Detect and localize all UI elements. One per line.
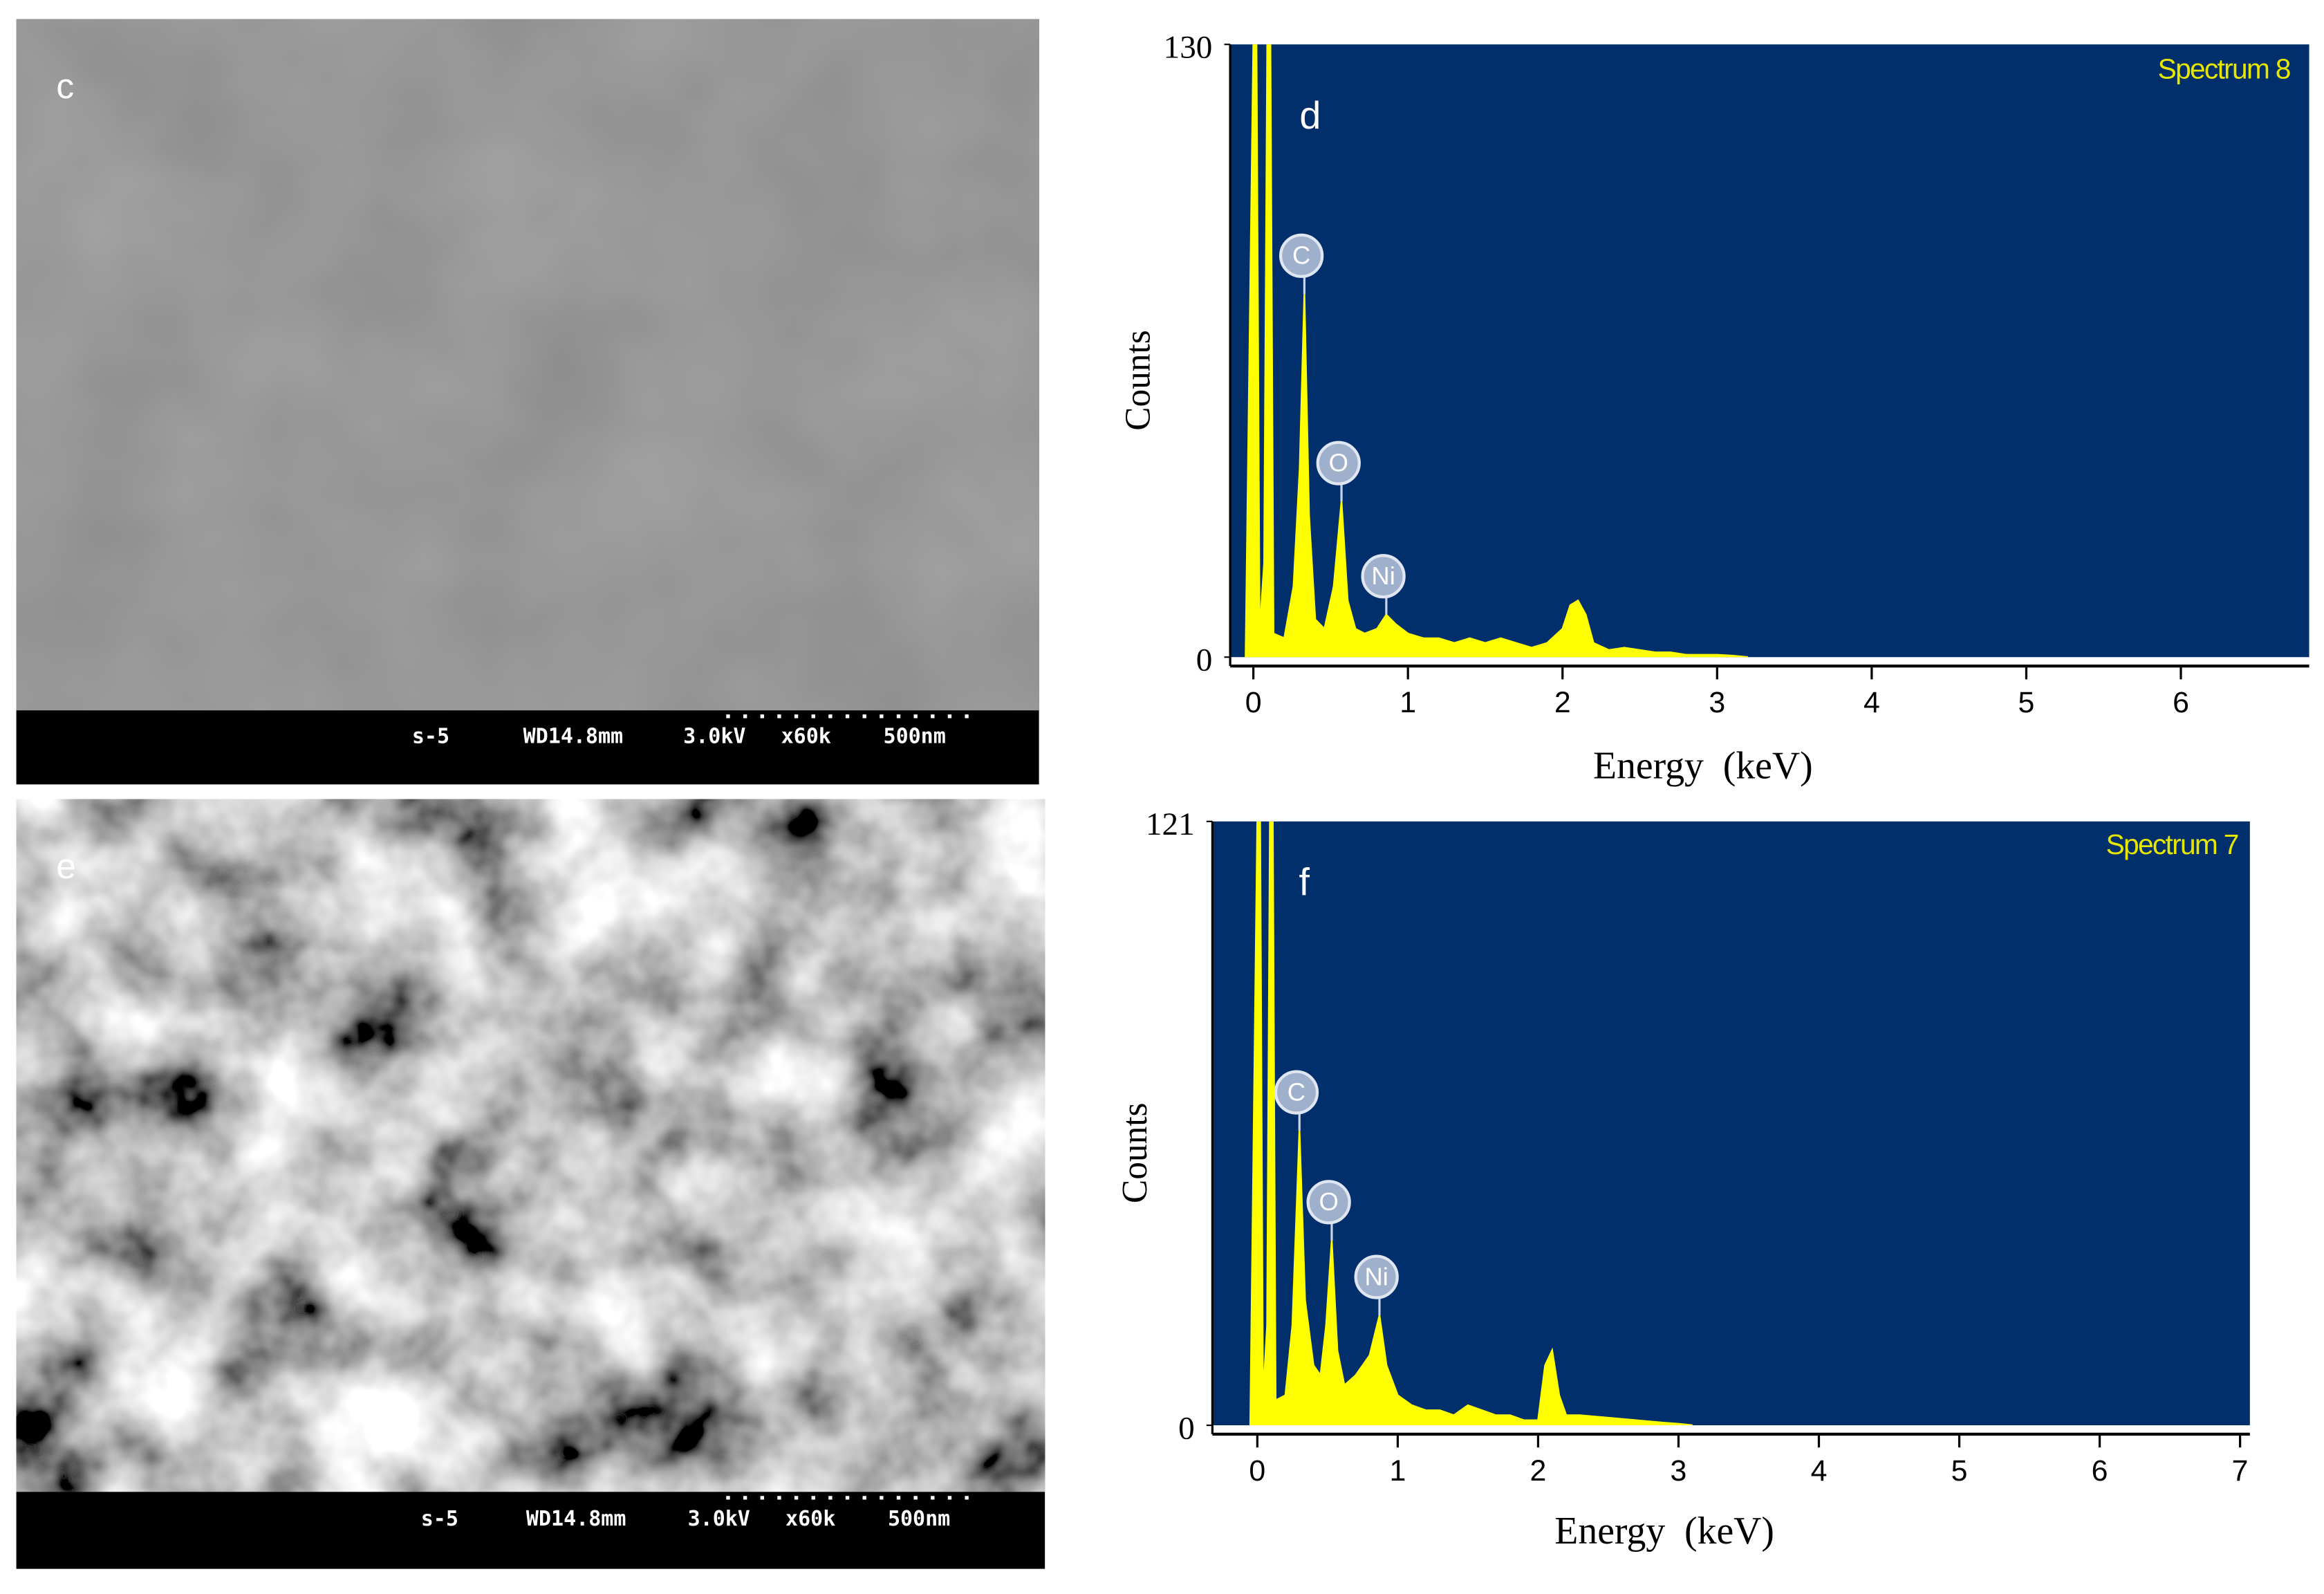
peak-label: Ni <box>1371 562 1395 590</box>
y-tick-label: 130 <box>1164 30 1213 66</box>
panel-label: c <box>56 66 74 106</box>
info-text: s-5 <box>412 724 449 748</box>
x-tick-label: 4 <box>1811 1454 1828 1488</box>
spectrum <box>1249 821 1693 1426</box>
peak-label: O <box>1329 448 1348 476</box>
plot-background <box>1230 44 2309 658</box>
peak-marker <box>1361 554 1406 599</box>
y-tick-label: 121 <box>1146 806 1195 842</box>
y-axis-label: Counts <box>1115 1102 1155 1203</box>
plot-background <box>1212 821 2250 1426</box>
peak-label: Ni <box>1364 1262 1388 1290</box>
legend: Spectrum 7 <box>2106 828 2238 860</box>
x-tick-label: 1 <box>1400 686 1416 719</box>
y-tick-label: 0 <box>1178 1410 1195 1446</box>
x-tick-label: 2 <box>1554 686 1571 719</box>
x-tick-label: 5 <box>1951 1454 1968 1488</box>
peak-label: C <box>1292 241 1310 270</box>
info-text: x60k <box>785 1507 835 1531</box>
info-text: 3.0kV <box>683 724 745 748</box>
info-bar <box>16 1492 1045 1569</box>
x-tick-label: 6 <box>2173 686 2189 719</box>
peak-label: O <box>1319 1187 1338 1216</box>
peak-marker <box>1354 1254 1399 1299</box>
info-text: 3.0kV <box>688 1507 750 1531</box>
x-tick-label: 0 <box>1245 686 1262 719</box>
panel-label: d <box>1299 94 1321 137</box>
sem-image <box>16 19 1039 711</box>
x-tick-label: 3 <box>1709 686 1725 719</box>
panel-label: f <box>1299 861 1310 904</box>
info-text: 500nm <box>888 1507 950 1531</box>
sem-image <box>16 799 1045 1492</box>
panel-label: e <box>56 846 76 886</box>
x-tick-label: 5 <box>2018 686 2035 719</box>
info-text: WD14.8mm <box>526 1507 626 1531</box>
x-tick-label: 3 <box>1671 1454 1687 1488</box>
info-text: WD14.8mm <box>523 724 623 748</box>
x-tick-label: 7 <box>2232 1454 2249 1488</box>
info-bar <box>16 710 1039 785</box>
peak-marker <box>1279 233 1324 278</box>
x-tick-label: 1 <box>1389 1454 1406 1488</box>
x-tick-label: 0 <box>1249 1454 1265 1488</box>
x-axis-label: Energy (keV) <box>1593 745 1813 788</box>
legend: Spectrum 8 <box>2158 53 2290 84</box>
peak-marker <box>1306 1180 1351 1225</box>
info-text: x60k <box>781 724 831 748</box>
y-tick-label: 0 <box>1196 642 1213 678</box>
spectrum <box>1245 44 1749 658</box>
x-tick-label: 6 <box>2092 1454 2108 1488</box>
x-tick-label: 2 <box>1530 1454 1547 1488</box>
info-text: 500nm <box>884 724 946 748</box>
peak-marker <box>1316 441 1361 485</box>
peak-label: C <box>1288 1077 1305 1106</box>
peak-marker <box>1274 1070 1319 1115</box>
x-axis-label: Energy (keV) <box>1554 1510 1774 1553</box>
info-text: s-5 <box>421 1507 458 1531</box>
y-axis-label: Counts <box>1118 330 1158 431</box>
x-tick-label: 4 <box>1863 686 1880 719</box>
